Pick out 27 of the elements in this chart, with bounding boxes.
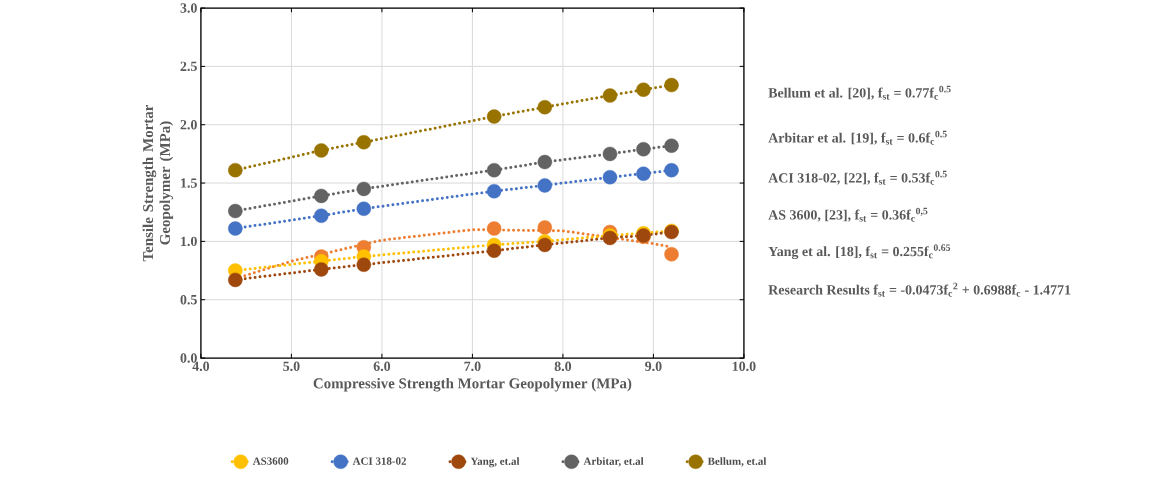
legend-label: ACI 318-02 (352, 457, 407, 465)
x-tick-label: 6.0 (373, 361, 391, 372)
y-tick-label: 2.0 (180, 120, 197, 130)
x-tick-label: 7.0 (464, 361, 481, 372)
y-tick-label: 1.0 (181, 236, 197, 247)
text: Bellum et al. [20], f$_{st}$ = 0.77f$_{c}$0.5 (768, 85, 951, 100)
legend-label: Bellum, et.al (707, 457, 767, 467)
y-tick-label: 0.0 (180, 353, 197, 363)
text: Yang et al. [18], f$_{st}$ = 0.255f$_{c}$0.65 (768, 244, 951, 260)
text: Arbitar et al. [19], f$_{st}$ = 0.6f$_{c}$0.5 (768, 130, 947, 145)
y-tick-label: 2.5 (180, 61, 197, 72)
y-axis-title: Tensile Strength Mortar Geopolymer (MPa) (142, 105, 174, 262)
legend-label: Yang, et.al (470, 457, 520, 468)
x-tick-label: 5.0 (283, 361, 300, 372)
legend-label: AS3600 (252, 457, 289, 465)
text: ACI 318-02, [22], f$_{st}$ = 0.53f$_{c}$0.5 (768, 170, 947, 185)
x-axis-title: Compressive Strength Mortar Geopolymer (MPa) (313, 378, 632, 392)
x-tick-label: 10.0 (732, 361, 756, 372)
text: AS 3600, [23], f$_{st}$ = 0.36f$_{c}$0,5 (768, 207, 928, 222)
legend-label: Arbitar, et.al (583, 457, 644, 467)
y-tick-label: 0.5 (180, 295, 197, 305)
y-tick-label: 1.5 (181, 178, 197, 188)
x-tick-label: 8.0 (554, 361, 572, 372)
text: Research Results f$_{st}$ = -0.0473f$_{c}$$^{2}$ + 0.6988f$_{c}$ - 1.4771 (768, 282, 1071, 297)
y-tick-label: 3.0 (180, 3, 197, 13)
x-tick-label: 9.0 (645, 361, 662, 372)
x-tick-label: 4.0 (192, 361, 210, 372)
